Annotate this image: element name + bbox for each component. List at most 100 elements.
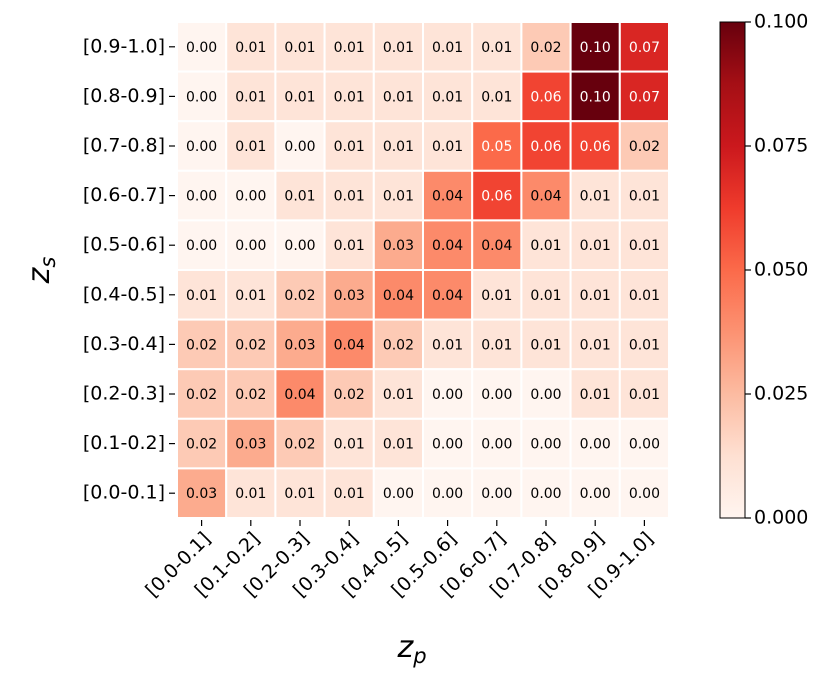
cell-label: 0.01 [334, 189, 365, 205]
cell-label: 0.00 [481, 437, 512, 453]
heatmap-cell [471, 120, 523, 172]
cell-label: 0.03 [186, 486, 217, 502]
cell-label: 0.01 [580, 337, 611, 353]
cell-label: 0.02 [186, 437, 217, 453]
cell-label: 0.01 [580, 238, 611, 254]
cell-label: 0.01 [432, 40, 463, 56]
heatmap-cell [422, 467, 474, 519]
y-axis-label: zs [22, 257, 61, 285]
heatmap-cell [274, 368, 326, 420]
cell-label: 0.03 [284, 337, 315, 353]
cell-label: 0.01 [530, 337, 561, 353]
cell-label: 0.03 [334, 288, 365, 304]
cell-label: 0.01 [383, 189, 414, 205]
cell-label: 0.00 [530, 486, 561, 502]
cell-label: 0.01 [481, 288, 512, 304]
y-tick-label: [0.3-0.4] [83, 333, 165, 355]
heatmap-cell [520, 21, 572, 73]
cell-label: 0.02 [284, 288, 315, 304]
heatmap-cell [569, 318, 621, 371]
heatmap-cell [569, 269, 621, 321]
y-tick-label: [0.9-1.0] [83, 35, 165, 57]
y-tick-label: [0.0-0.1] [83, 482, 165, 504]
cell-label: 0.01 [235, 40, 266, 56]
cell-label: 0.03 [235, 437, 266, 453]
heatmap-cell [323, 467, 375, 519]
cell-label: 0.02 [334, 387, 365, 403]
cell-label: 0.00 [284, 238, 315, 254]
colorbar-tick-label: 0.100 [754, 11, 808, 33]
cell-label: 0.00 [629, 437, 660, 453]
cell-label: 0.01 [481, 89, 512, 105]
cell-label: 0.01 [383, 40, 414, 56]
heatmap-cell [176, 417, 228, 470]
cell-label: 0.01 [334, 238, 365, 254]
cell-label: 0.01 [334, 139, 365, 155]
heatmap-cell [618, 318, 670, 371]
cell-label: 0.01 [432, 337, 463, 353]
heatmap-cell [225, 120, 277, 172]
heatmap-cell [618, 417, 670, 470]
cell-label: 0.02 [284, 437, 315, 453]
y-tick-label: [0.8-0.9] [83, 85, 165, 107]
heatmap-cell [176, 318, 228, 371]
cell-label: 0.06 [580, 139, 611, 155]
heatmap-cell [471, 417, 523, 470]
cell-label: 0.01 [530, 288, 561, 304]
heatmap-cell [520, 368, 572, 420]
heatmap-cell [569, 120, 621, 172]
cell-label: 0.01 [481, 337, 512, 353]
cell-label: 0.00 [284, 139, 315, 155]
cell-label: 0.04 [284, 387, 315, 403]
heatmap-cell [176, 269, 228, 321]
y-tick-label: [0.4-0.5] [83, 283, 165, 305]
cell-label: 0.10 [580, 40, 611, 56]
cell-label: 0.01 [334, 486, 365, 502]
heatmap-cell [372, 219, 424, 271]
heatmap-cell [225, 368, 277, 420]
heatmap-cell [176, 467, 228, 519]
heatmap-cell [618, 219, 670, 271]
cell-label: 0.01 [235, 486, 266, 502]
cell-label: 0.01 [432, 139, 463, 155]
cell-label: 0.02 [235, 387, 266, 403]
cell-label: 0.04 [334, 337, 365, 353]
cell-label: 0.01 [580, 288, 611, 304]
heatmap-cell [225, 467, 277, 519]
cell-label: 0.00 [186, 40, 217, 56]
y-tick-label: [0.7-0.8] [83, 135, 165, 157]
y-tick-label: [0.6-0.7] [83, 184, 165, 206]
cell-label: 0.00 [432, 486, 463, 502]
cell-label: 0.01 [629, 288, 660, 304]
heatmap-cell [471, 169, 523, 222]
heatmap-cell [569, 467, 621, 519]
heatmap-cell [471, 467, 523, 519]
heatmap-cell [225, 70, 277, 123]
cell-label: 0.04 [383, 288, 414, 304]
heatmap-cell [422, 70, 474, 123]
cell-label: 0.00 [186, 89, 217, 105]
heatmap-cell [274, 120, 326, 172]
heatmap-cell [323, 70, 375, 123]
heatmap-cell [618, 467, 670, 519]
cell-label: 0.04 [530, 189, 561, 205]
heatmap-cell [471, 368, 523, 420]
cell-label: 0.00 [580, 486, 611, 502]
heatmap-cell [225, 417, 277, 470]
cell-label: 0.01 [284, 189, 315, 205]
cell-label: 0.05 [481, 139, 512, 155]
cell-label: 0.01 [580, 189, 611, 205]
heatmap-cell [274, 269, 326, 321]
colorbar [719, 21, 746, 519]
heatmap-cell [471, 70, 523, 123]
heatmap-cell [520, 467, 572, 519]
cell-label: 0.00 [530, 437, 561, 453]
cell-label: 0.00 [235, 238, 266, 254]
cell-label: 0.03 [383, 238, 414, 254]
cell-label: 0.02 [383, 337, 414, 353]
heatmap-cell [372, 417, 424, 470]
heatmap-cell [618, 21, 670, 73]
cell-label: 0.10 [580, 89, 611, 105]
cell-label: 0.02 [235, 337, 266, 353]
